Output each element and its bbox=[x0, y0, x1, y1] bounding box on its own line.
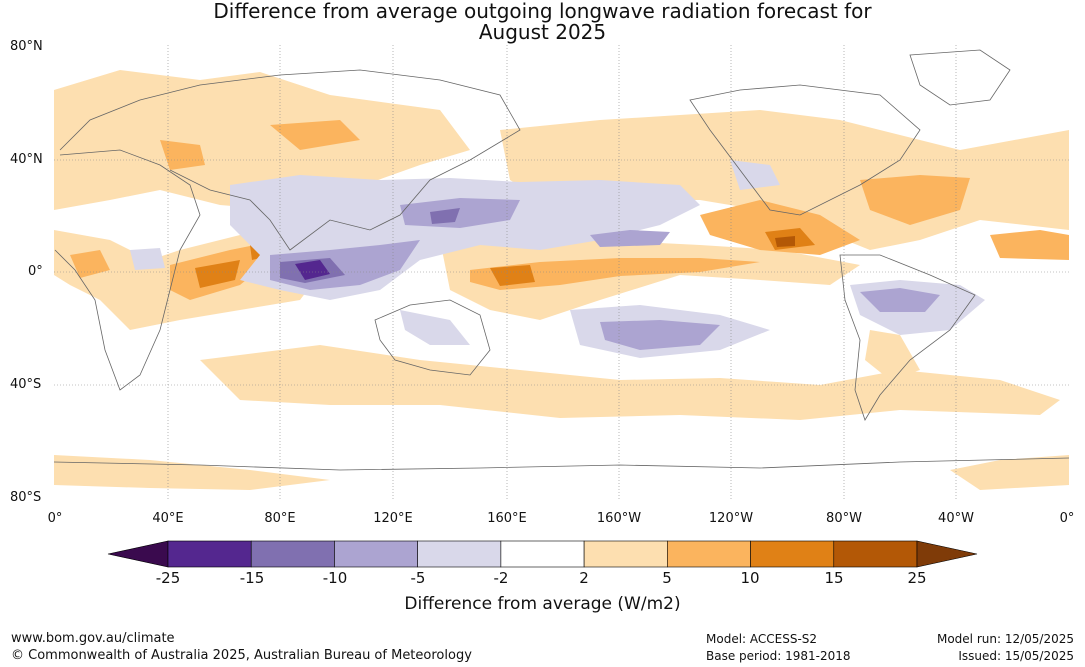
map-title-line2: August 2025 bbox=[478, 20, 607, 44]
colorbar-tick-label: -10 bbox=[322, 569, 348, 587]
australia-coastline bbox=[374, 299, 491, 376]
colorbar-segment bbox=[750, 540, 835, 568]
mid-orange-region bbox=[70, 250, 110, 278]
colorbar-tick-label: -5 bbox=[410, 569, 426, 587]
lat-label: 80°N bbox=[10, 39, 43, 54]
lat-label: 80°S bbox=[10, 490, 42, 505]
lon-label: 160°W bbox=[596, 511, 642, 526]
lat-label: 0° bbox=[28, 264, 43, 279]
mid-purple-region bbox=[600, 320, 720, 350]
light-purple-region bbox=[130, 248, 165, 270]
colorbar-extend-low bbox=[107, 540, 169, 568]
dark-orange-region bbox=[490, 265, 535, 286]
light-purple-region bbox=[400, 310, 470, 345]
lon-label: 80°E bbox=[264, 511, 296, 526]
mid-purple-region bbox=[590, 230, 670, 247]
lon-label: 0° bbox=[1059, 511, 1075, 526]
lon-label: 80°W bbox=[826, 511, 862, 526]
darkest-purple-region bbox=[295, 260, 330, 280]
darkest-orange-region bbox=[775, 236, 795, 247]
light-orange-region bbox=[200, 345, 1060, 420]
colorbar-tick-label: -15 bbox=[239, 569, 265, 587]
footer-model-run: Model run: 12/05/2025 bbox=[936, 632, 1074, 646]
colorbar-segment bbox=[334, 540, 418, 568]
light-orange-region bbox=[865, 330, 920, 380]
mid-orange-region bbox=[160, 140, 205, 170]
dark-purple-region bbox=[430, 208, 460, 224]
graticule bbox=[54, 45, 1069, 500]
colorbar-tick-label: -25 bbox=[155, 569, 181, 587]
colorbar-segment bbox=[500, 540, 585, 568]
mid-purple-region bbox=[860, 288, 940, 312]
light-orange-region bbox=[54, 70, 470, 210]
anomaly-shading bbox=[54, 70, 1069, 490]
colorbar-tick-label: 2 bbox=[579, 569, 589, 587]
footer-url: www.bom.gov.au/climate bbox=[11, 631, 175, 646]
mid-purple-region bbox=[400, 198, 520, 228]
mid-orange-region bbox=[990, 230, 1069, 260]
colorbar-tick-label: 10 bbox=[740, 569, 760, 587]
colorbar-segment bbox=[250, 540, 335, 568]
colorbar bbox=[107, 540, 978, 568]
greenland-coastline bbox=[909, 49, 1011, 106]
footer-base-period: Base period: 1981-2018 bbox=[706, 649, 851, 663]
mid-orange-region bbox=[270, 120, 360, 150]
antarctica-coastline bbox=[54, 457, 1069, 471]
africa-coastline bbox=[54, 149, 201, 391]
mid-orange-region bbox=[860, 175, 970, 225]
mid-orange-region bbox=[700, 200, 860, 255]
dark-orange-region bbox=[195, 260, 240, 288]
south-america-coastline bbox=[839, 254, 976, 421]
lon-label: 0° bbox=[47, 511, 63, 526]
europe-asia-coastline bbox=[59, 69, 521, 251]
colorbar-tick-label: -2 bbox=[493, 569, 509, 587]
colorbar-segment bbox=[417, 540, 502, 568]
north-america-coastline bbox=[689, 84, 921, 216]
lat-label: 40°N bbox=[10, 152, 43, 167]
colorbar-segment bbox=[167, 540, 252, 568]
light-orange-region bbox=[950, 455, 1069, 490]
colorbar-segment bbox=[833, 540, 918, 568]
coastlines bbox=[54, 49, 1069, 471]
lon-label: 40°E bbox=[152, 511, 184, 526]
colorbar-tick-label: 15 bbox=[824, 569, 844, 587]
colorbar-segment bbox=[583, 540, 668, 568]
light-purple-region bbox=[730, 160, 780, 190]
lon-label: 120°E bbox=[373, 511, 413, 526]
map-title-line1: Difference from average outgoing longwav… bbox=[213, 0, 872, 23]
footer-model: Model: ACCESS-S2 bbox=[706, 632, 818, 646]
lat-label: 40°S bbox=[10, 377, 42, 392]
colorbar-extend-high bbox=[916, 540, 978, 568]
light-orange-region bbox=[440, 235, 860, 320]
footer-issued: Issued: 15/05/2025 bbox=[958, 649, 1074, 663]
colorbar-label: Difference from average (W/m2) bbox=[404, 594, 681, 614]
lon-label: 120°W bbox=[708, 511, 754, 526]
lon-label: 40°W bbox=[938, 511, 974, 526]
colorbar-tick-label: 5 bbox=[662, 569, 672, 587]
mid-orange-region bbox=[470, 258, 760, 290]
colorbar-tick-label: 25 bbox=[907, 569, 927, 587]
colorbar-segment bbox=[667, 540, 751, 568]
lon-label: 160°E bbox=[487, 511, 527, 526]
footer-copyright: © Commonwealth of Australia 2025, Austra… bbox=[11, 648, 472, 663]
